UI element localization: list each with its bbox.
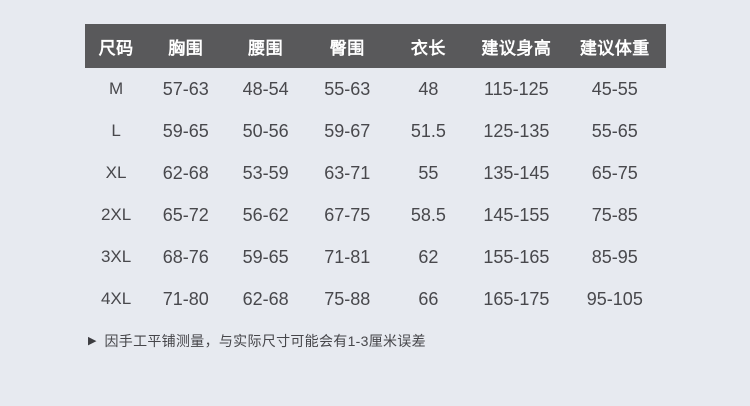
hip-cell: 55-63 xyxy=(324,78,371,99)
height-cell: 125-135 xyxy=(483,120,550,141)
chest-cell: 62-68 xyxy=(162,162,209,183)
table-row: 2XL 65-72 56-62 67-75 58.5 145-155 75-85 xyxy=(85,194,666,236)
length-cell: 51.5 xyxy=(410,120,446,141)
size-label-cell: 2XL xyxy=(100,205,132,224)
header-hip: 臀围 xyxy=(329,38,365,58)
waist-cell: 50-56 xyxy=(242,120,289,141)
measurement-note: ▶ 因手工平铺测量，与实际尺寸可能会有1-3厘米误差 xyxy=(88,331,426,351)
play-arrow-icon: ▶ xyxy=(88,334,97,347)
table-header-row: 尺码 胸围 腰围 臀围 衣长 建议身高 建议体重 xyxy=(85,24,666,68)
height-cell: 115-125 xyxy=(483,78,549,99)
header-suggested-weight: 建议体重 xyxy=(579,38,650,58)
size-label-cell: L xyxy=(111,121,121,140)
header-waist: 腰围 xyxy=(248,38,284,58)
waist-cell: 53-59 xyxy=(242,162,289,183)
height-cell: 165-175 xyxy=(483,288,550,309)
waist-cell: 56-62 xyxy=(242,204,289,225)
chest-cell: 59-65 xyxy=(162,120,209,141)
weight-cell: 75-85 xyxy=(591,204,638,225)
hip-cell: 67-75 xyxy=(324,204,371,225)
weight-cell: 95-105 xyxy=(586,288,643,309)
chest-cell: 57-63 xyxy=(162,78,209,99)
waist-cell: 59-65 xyxy=(242,246,289,267)
weight-cell: 85-95 xyxy=(591,246,638,267)
height-cell: 155-165 xyxy=(483,246,550,267)
header-garment-length: 衣长 xyxy=(410,38,446,58)
table-row: XL 62-68 53-59 63-71 55 135-145 65-75 xyxy=(85,152,666,194)
header-suggested-height: 建议身高 xyxy=(481,38,552,58)
height-cell: 135-145 xyxy=(483,162,550,183)
size-label-cell: 3XL xyxy=(100,247,132,266)
chest-cell: 68-76 xyxy=(162,246,209,267)
size-label-cell: M xyxy=(108,79,124,98)
length-cell: 55 xyxy=(418,162,439,183)
weight-cell: 45-55 xyxy=(591,78,638,99)
table-row: 3XL 68-76 59-65 71-81 62 155-165 85-95 xyxy=(85,236,666,278)
hip-cell: 75-88 xyxy=(324,288,371,309)
chest-cell: 65-72 xyxy=(162,204,209,225)
hip-cell: 59-67 xyxy=(324,120,371,141)
height-cell: 145-155 xyxy=(483,204,550,225)
table-row: L 59-65 50-56 59-67 51.5 125-135 55-65 xyxy=(85,110,666,152)
length-cell: 58.5 xyxy=(410,204,446,225)
measurement-note-text: 因手工平铺测量，与实际尺寸可能会有1-3厘米误差 xyxy=(104,333,426,349)
size-label-cell: 4XL xyxy=(100,289,132,308)
length-cell: 66 xyxy=(418,288,439,309)
waist-cell: 48-54 xyxy=(242,78,289,99)
header-chest: 胸围 xyxy=(168,38,204,58)
hip-cell: 71-81 xyxy=(324,246,371,267)
length-cell: 48 xyxy=(418,78,439,99)
table-row: M 57-63 48-54 55-63 48 115-125 45-55 xyxy=(85,68,666,110)
table-row: 4XL 71-80 62-68 75-88 66 165-175 95-105 xyxy=(85,278,666,320)
waist-cell: 62-68 xyxy=(242,288,289,309)
chest-cell: 71-80 xyxy=(162,288,209,309)
size-label-cell: XL xyxy=(105,163,127,182)
header-size: 尺码 xyxy=(98,38,134,58)
size-chart-table: 尺码 胸围 腰围 臀围 衣长 建议身高 建议体重 M 57-63 48-54 5… xyxy=(85,24,666,320)
hip-cell: 63-71 xyxy=(324,162,371,183)
weight-cell: 55-65 xyxy=(591,120,638,141)
weight-cell: 65-75 xyxy=(591,162,638,183)
length-cell: 62 xyxy=(418,246,439,267)
